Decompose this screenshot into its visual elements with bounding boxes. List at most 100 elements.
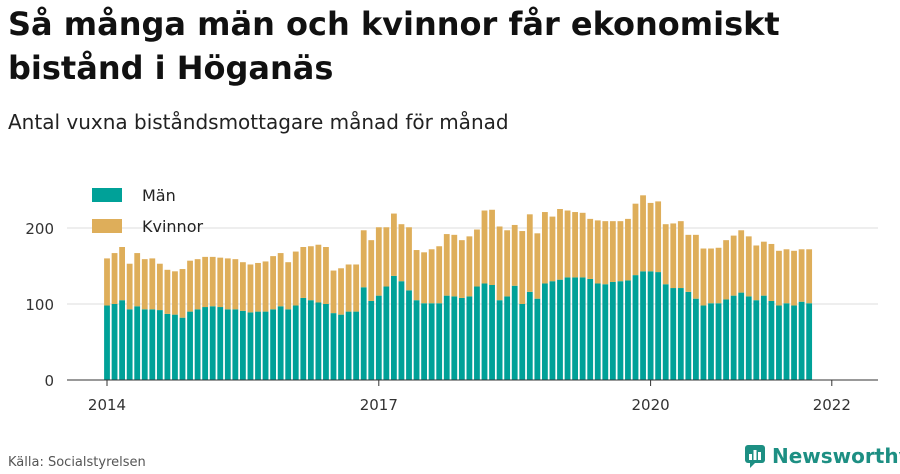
- bar-men: [564, 277, 571, 380]
- bar-men: [708, 303, 714, 380]
- bar-men: [383, 286, 390, 380]
- bar-women: [141, 259, 148, 310]
- brand-name: Newsworthy: [772, 444, 900, 468]
- bar-women: [172, 271, 178, 315]
- bar-men: [149, 309, 156, 380]
- bar-men: [270, 309, 276, 380]
- y-tick-label: 100: [25, 296, 54, 314]
- bar-men: [549, 281, 556, 380]
- bar-women: [542, 212, 548, 284]
- bar-men: [587, 278, 594, 380]
- bar-men: [458, 297, 465, 380]
- bar-men: [451, 296, 458, 380]
- bar-men: [179, 317, 186, 380]
- bar-men: [798, 301, 805, 380]
- bar-men: [489, 285, 495, 380]
- bar-women: [262, 261, 269, 312]
- bar-women: [428, 249, 435, 304]
- bar-men: [504, 296, 511, 380]
- bar-women: [466, 236, 473, 297]
- bar-women: [202, 256, 209, 308]
- bar-men: [315, 302, 322, 380]
- bar-men: [232, 309, 239, 380]
- bar-women: [496, 226, 503, 301]
- bar-men: [202, 307, 209, 380]
- bar-men: [104, 305, 110, 380]
- bar-women: [156, 263, 163, 311]
- chart-title: Så många män och kvinnor får ekonomiskt …: [8, 5, 780, 87]
- bar-men: [285, 309, 292, 380]
- bar-women: [292, 251, 299, 306]
- bar-women: [119, 247, 125, 301]
- bar-men: [760, 295, 767, 380]
- bar-women: [609, 221, 616, 282]
- bar-men: [224, 309, 231, 380]
- bar-women: [753, 245, 760, 301]
- bar-men: [511, 285, 518, 380]
- bar-women: [315, 244, 322, 303]
- bar-men: [262, 311, 269, 380]
- bar-men: [693, 298, 699, 380]
- y-tick-label: 200: [25, 220, 54, 238]
- bar-women: [572, 212, 578, 278]
- bar-women: [685, 234, 692, 292]
- bar-women: [421, 252, 427, 304]
- bar-men: [677, 288, 684, 380]
- bar-women: [723, 240, 729, 300]
- brand-logo[interactable]: Newsworthy: [744, 444, 900, 468]
- bar-men: [776, 305, 782, 380]
- bar-men: [292, 305, 299, 380]
- bar-men: [421, 303, 427, 380]
- bar-women: [602, 221, 609, 285]
- bar-men: [428, 303, 435, 380]
- bar-women: [164, 269, 171, 314]
- bar-women: [768, 243, 775, 301]
- bar-men: [111, 304, 118, 380]
- bar-women: [670, 223, 677, 289]
- bar-women: [579, 212, 586, 278]
- bar-women: [240, 262, 246, 311]
- x-tick-label: 2022: [813, 396, 851, 414]
- bar-women: [481, 210, 488, 284]
- bar-men: [436, 303, 443, 380]
- bar-men: [466, 296, 473, 380]
- bar-men: [240, 310, 246, 380]
- bar-women: [647, 202, 654, 272]
- legend-label-women: Kvinnor: [142, 217, 203, 236]
- bar-women: [104, 258, 110, 306]
- bar-men: [670, 288, 677, 380]
- bar-men: [323, 304, 329, 380]
- bar-men: [617, 281, 624, 380]
- bar-men: [783, 303, 790, 380]
- bar-women: [511, 224, 518, 286]
- bar-men: [375, 295, 382, 380]
- bar-women: [504, 230, 511, 297]
- bar-women: [519, 231, 526, 304]
- bar-men: [443, 295, 450, 380]
- bar-women: [353, 264, 360, 312]
- bar-women: [338, 268, 344, 315]
- newsworthy-logo-icon: [745, 445, 765, 468]
- bar-men: [481, 283, 488, 380]
- bar-men: [496, 300, 503, 380]
- bar-men: [360, 287, 367, 380]
- bar-women: [655, 201, 662, 273]
- bar-women: [360, 230, 367, 288]
- bar-men: [685, 291, 692, 380]
- bar-women: [549, 216, 556, 282]
- bar-women: [625, 218, 631, 281]
- bar-women: [534, 233, 541, 299]
- bar-women: [760, 241, 767, 296]
- bar-men: [368, 300, 375, 380]
- bar-men: [391, 275, 397, 380]
- bar-women: [436, 246, 443, 304]
- bar-women: [594, 220, 601, 284]
- bar-men: [738, 292, 745, 380]
- bar-women: [413, 250, 420, 301]
- legend: Män Kvinnor: [92, 186, 203, 236]
- bar-women: [224, 258, 231, 310]
- bar-women: [798, 249, 805, 302]
- bar-women: [443, 234, 450, 296]
- y-tick-label: 0: [44, 372, 54, 390]
- bar-men: [609, 281, 616, 380]
